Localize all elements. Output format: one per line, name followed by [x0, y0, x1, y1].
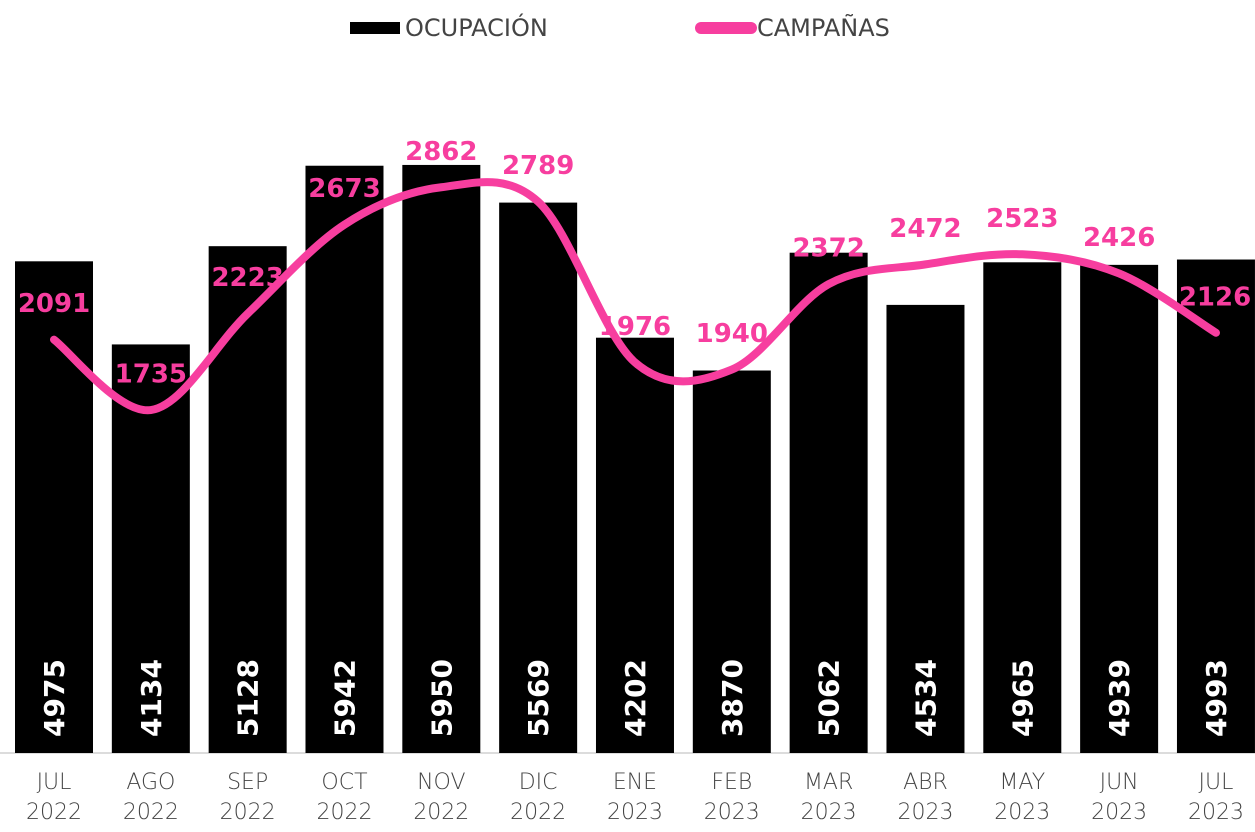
bar-label: 5950: [425, 659, 458, 737]
bar: [692, 370, 771, 753]
x-tick-label: AGO 2022: [122, 770, 179, 825]
bar: [1176, 259, 1255, 753]
bar: [402, 164, 481, 754]
x-tick-label: MAR 2023: [800, 770, 857, 825]
line-label: 2673: [308, 174, 380, 204]
x-tick-label: JUN 2023: [1091, 770, 1148, 825]
bar-label: 5062: [813, 659, 846, 737]
line-label: 2223: [211, 263, 283, 293]
x-tick-label: JUL 2022: [26, 770, 82, 825]
bar-label: 4975: [38, 659, 71, 737]
x-tick-label: ENE 2023: [606, 770, 663, 825]
line-label: 2862: [405, 137, 477, 167]
x-tick-label: SEP 2022: [219, 770, 276, 825]
x-tick-label: NOV 2022: [413, 770, 470, 825]
line-label: 2091: [18, 289, 90, 319]
bar-label: 4965: [1006, 659, 1039, 737]
line-label: 2523: [986, 204, 1058, 234]
bar-label: 5128: [232, 659, 265, 737]
bar-label: 3870: [716, 659, 749, 737]
line-label: 1940: [696, 319, 768, 349]
legend-label: CAMPAÑAS: [757, 12, 890, 42]
bar: [499, 202, 578, 753]
x-tick-label: JUL 2023: [1187, 770, 1244, 825]
bar-label: 4534: [909, 659, 942, 737]
bar-label: 4939: [1103, 659, 1136, 737]
bar: [983, 262, 1062, 753]
line-label: 1735: [115, 360, 187, 390]
bar: [789, 252, 868, 753]
legend-swatch: [350, 22, 400, 34]
line: [50, 178, 1220, 415]
bar-label: 4134: [135, 659, 168, 737]
x-tick-label: ABR 2023: [897, 770, 954, 825]
bar: [1080, 264, 1159, 753]
line-label: 2126: [1179, 282, 1251, 312]
x-tick-label: MAY 2023: [994, 770, 1051, 825]
bar: [886, 304, 965, 753]
legend-label: OCUPACIÓN: [405, 12, 548, 42]
line-label: 2789: [502, 151, 574, 181]
x-tick-label: DIC 2022: [510, 770, 567, 825]
line-label: 1976: [599, 312, 671, 342]
bar-label: 4202: [619, 659, 652, 737]
bar: [595, 337, 674, 753]
bar-label: 4993: [1200, 659, 1233, 737]
bar: [305, 165, 384, 754]
bar-label: 5569: [522, 659, 555, 737]
line-label: 2472: [889, 214, 961, 244]
bar-label: 5942: [328, 659, 361, 737]
x-tick-label: FEB 2023: [703, 770, 760, 825]
line-label: 2372: [792, 234, 864, 264]
x-tick-label: OCT 2022: [316, 770, 373, 825]
bar: [208, 246, 287, 753]
line-label: 2426: [1083, 223, 1155, 253]
